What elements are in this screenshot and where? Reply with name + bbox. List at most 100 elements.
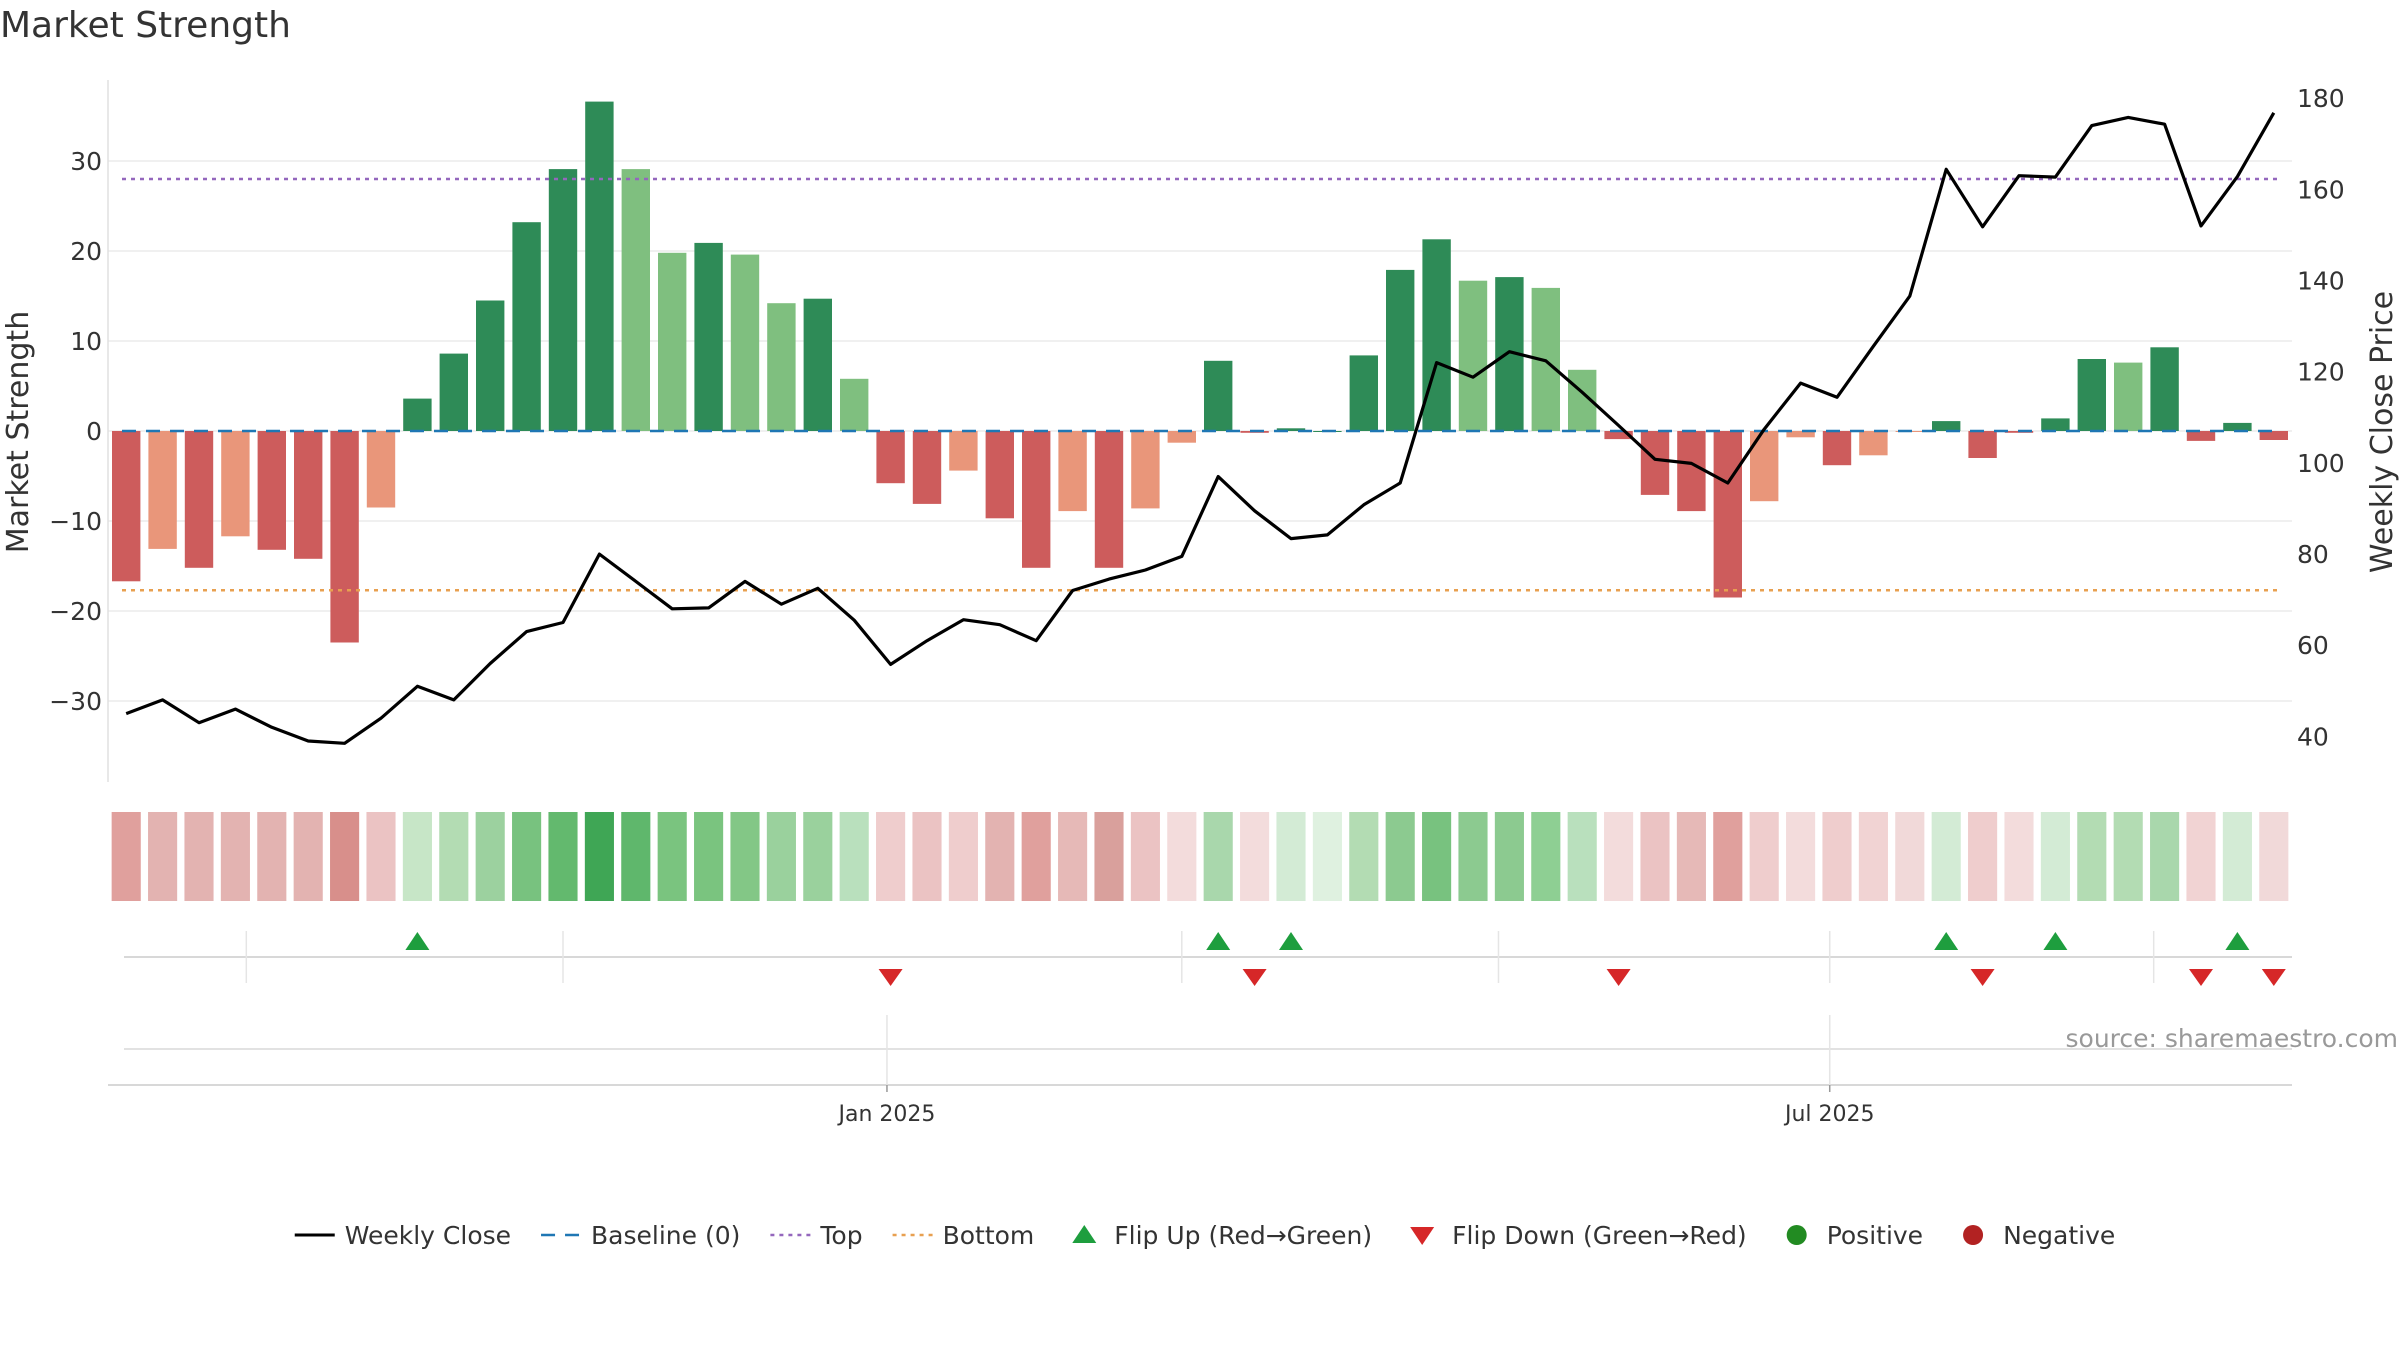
heat-cell <box>1276 812 1306 901</box>
strength-bar <box>512 222 541 431</box>
strength-bar <box>985 431 1014 519</box>
strength-bar <box>2041 418 2070 431</box>
legend-label: Flip Up (Red→Green) <box>1114 1221 1372 1250</box>
heat-cell <box>621 812 651 901</box>
legend-label: Baseline (0) <box>591 1221 740 1250</box>
strength-bar <box>403 398 432 431</box>
heat-cell <box>657 812 687 901</box>
y-tick-label: −20 <box>49 597 102 626</box>
strength-bar <box>1859 431 1888 456</box>
y2-tick-label: 180 <box>2297 84 2345 113</box>
strength-bar <box>2223 422 2252 431</box>
strength-bar <box>112 431 141 582</box>
heat-cell <box>839 812 869 901</box>
strength-bar <box>476 300 505 431</box>
heat-cell <box>2113 812 2143 901</box>
source-note: source: sharemaestro.com <box>2066 1024 2399 1053</box>
heat-cell <box>766 812 796 901</box>
strength-bar <box>1022 431 1051 568</box>
y2-tick-label: 100 <box>2297 449 2345 478</box>
flip-down-marker <box>1606 969 1631 986</box>
legend: Weekly Close Baseline (0) Top Bottom Flip Up… <box>294 1221 2115 1250</box>
heat-cell <box>1458 812 1488 901</box>
heat-cell <box>1385 812 1415 901</box>
heat-cell <box>985 812 1015 901</box>
strength-bar <box>330 431 359 643</box>
heat-cell <box>1822 812 1852 901</box>
strength-bar <box>2077 359 2106 431</box>
heat-cell <box>2004 812 2034 901</box>
strength-bar <box>949 431 978 471</box>
y-tick-label: −30 <box>49 687 102 716</box>
heat-cell <box>257 812 287 901</box>
y-axis-ticks: 30 20 10 0 −10 −20 −30 <box>49 147 102 716</box>
chart-title: Market Strength <box>0 5 291 46</box>
heat-cell <box>1676 812 1706 901</box>
y-tick-label: 30 <box>70 147 102 176</box>
flip-up-marker <box>405 932 430 950</box>
strength-bar <box>294 431 323 559</box>
y-tick-label: 10 <box>70 327 102 356</box>
strength-bar <box>1968 431 1997 458</box>
weekly-close-series <box>125 112 2276 745</box>
flip-up-marker <box>2225 932 2250 950</box>
heat-cell <box>876 812 906 901</box>
heat-cell <box>948 812 978 901</box>
strength-bar <box>548 169 578 431</box>
y2-tick-label: 40 <box>2297 722 2329 751</box>
heat-cell <box>1858 812 1888 901</box>
heat-cell <box>1422 812 1452 901</box>
heat-cell <box>1749 812 1779 901</box>
heat-cell <box>912 812 942 901</box>
x-tick-label: Jan 2025 <box>837 1102 936 1127</box>
y-tick-label: −10 <box>49 507 102 536</box>
strength-bar <box>1713 431 1742 598</box>
heat-cell <box>1531 812 1561 901</box>
strength-bar <box>1386 269 1415 431</box>
strength-bar <box>694 242 723 431</box>
heat-cell <box>1240 812 1270 901</box>
heat-cell <box>148 812 178 901</box>
heat-cell <box>2077 812 2107 901</box>
heat-cell <box>1058 812 1088 901</box>
flip-up-marker <box>1934 932 1959 950</box>
strength-bar <box>1058 431 1087 512</box>
heat-cell <box>1968 812 1998 901</box>
heat-cell <box>2222 812 2252 901</box>
strength-bar <box>1204 360 1233 431</box>
x-axis: Jan 2025 Jul 2025 <box>108 1015 2292 1127</box>
heat-cell <box>184 812 214 901</box>
flip-markers <box>124 931 2292 986</box>
strength-bar <box>1349 355 1378 431</box>
flip-up-marker <box>2043 932 2068 950</box>
strength-bar <box>439 353 468 431</box>
strength-bar <box>148 431 177 549</box>
y2-tick-label: 80 <box>2297 540 2329 569</box>
flip-up-marker <box>1206 932 1231 950</box>
strength-bar <box>803 298 832 431</box>
heat-cell <box>1094 812 1124 901</box>
heat-cell <box>694 812 724 901</box>
legend-swatch <box>1072 1225 1097 1243</box>
legend-label: Weekly Close <box>345 1221 511 1250</box>
strength-bar <box>621 169 650 431</box>
strength-bar <box>221 431 250 537</box>
heat-cell <box>1494 812 1524 901</box>
y-axis-label: Market Strength <box>1 311 36 553</box>
heat-cell <box>2259 812 2289 901</box>
y2-axis-label: Weekly Close Price <box>2365 291 2400 573</box>
heat-cell <box>220 812 250 901</box>
strength-bar <box>1932 421 1961 431</box>
heat-cell <box>1604 812 1634 901</box>
heat-cell <box>293 812 323 901</box>
strength-bar <box>876 431 905 484</box>
flip-down-marker <box>1242 969 1267 986</box>
legend-swatch <box>1963 1225 1984 1245</box>
heat-cell <box>1567 812 1597 901</box>
y-tick-label: 0 <box>86 417 102 446</box>
strength-bar <box>1276 428 1306 431</box>
strength-bar <box>366 431 396 508</box>
heat-cell <box>1349 812 1379 901</box>
strength-bar <box>1640 431 1670 495</box>
